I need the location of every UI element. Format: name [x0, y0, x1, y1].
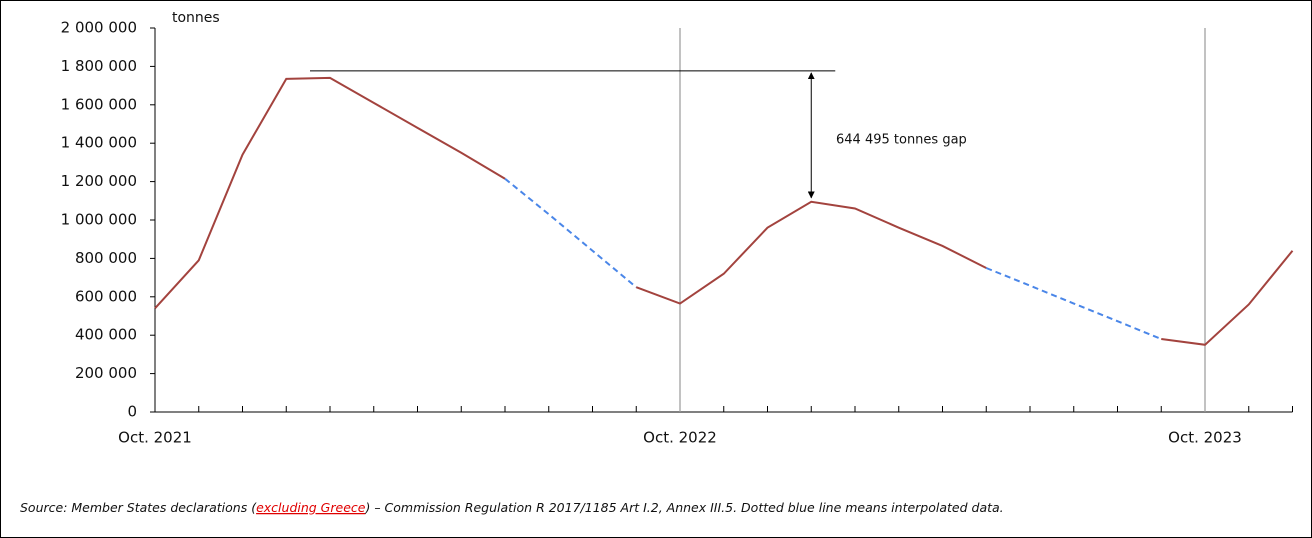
interpolated-line [985, 267, 1162, 340]
y-tick-label: 0 [127, 403, 137, 421]
x-tick-label: Oct. 2022 [643, 429, 717, 447]
y-tick-label: 200 000 [75, 364, 137, 382]
data-line [154, 76, 506, 309]
data-line [635, 200, 987, 305]
data-line [1161, 250, 1294, 346]
source-link[interactable]: excluding Greece [256, 500, 366, 515]
y-tick-label: 1 400 000 [61, 134, 137, 152]
y-tick-label: 400 000 [75, 326, 137, 344]
x-tick-label: Oct. 2021 [118, 429, 192, 447]
y-tick-label: 800 000 [75, 249, 137, 267]
y-tick-label: 600 000 [75, 287, 137, 305]
y-tick-label: 1 600 000 [61, 95, 137, 113]
y-unit-label: tonnes [172, 10, 220, 26]
annotation: 644 495 tonnes gap [836, 133, 967, 148]
y-tick-label: 1 200 000 [61, 172, 137, 190]
y-tick-label: 1 800 000 [61, 57, 137, 75]
source: Source: Member States declarations (excl… [20, 500, 1004, 515]
source-text: ) – Commission Regulation R 2017/1185 Ar… [364, 500, 1003, 515]
y-tick-label: 1 000 000 [61, 211, 137, 229]
y-tick-label: 2 000 000 [61, 19, 137, 37]
x-tick-label: Oct. 2023 [1168, 429, 1242, 447]
interpolated-line [504, 177, 637, 288]
source-text: Source: Member States declarations ( [20, 500, 257, 515]
